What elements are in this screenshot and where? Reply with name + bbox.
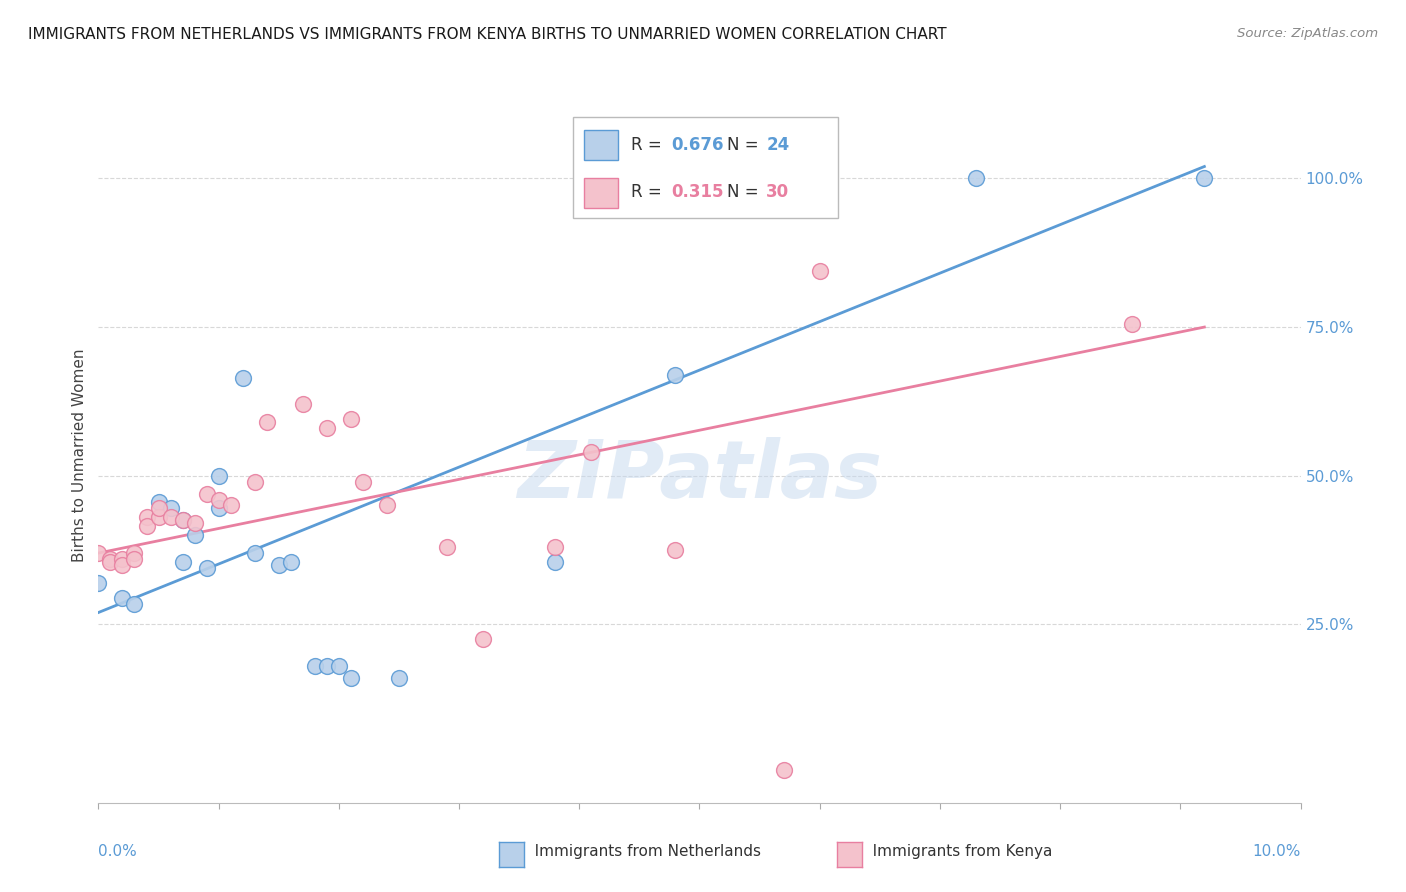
Point xyxy=(219,499,242,513)
Point xyxy=(304,659,326,673)
Point xyxy=(135,510,157,524)
Point xyxy=(148,495,170,509)
Point xyxy=(375,499,398,513)
Point xyxy=(111,552,134,566)
Point xyxy=(100,555,122,569)
Point xyxy=(159,510,181,524)
Point xyxy=(544,555,567,569)
Point xyxy=(1194,171,1216,186)
Point xyxy=(124,546,146,560)
Point xyxy=(340,671,363,685)
Point xyxy=(581,445,603,459)
Point xyxy=(243,475,266,489)
Text: IMMIGRANTS FROM NETHERLANDS VS IMMIGRANTS FROM KENYA BIRTHS TO UNMARRIED WOMEN C: IMMIGRANTS FROM NETHERLANDS VS IMMIGRANT… xyxy=(28,27,946,42)
Point xyxy=(965,171,987,186)
Point xyxy=(472,632,495,647)
Point xyxy=(172,513,194,527)
Point xyxy=(328,659,350,673)
Point xyxy=(208,492,231,507)
Point xyxy=(195,486,218,500)
Point xyxy=(172,555,194,569)
Point xyxy=(232,370,254,384)
Point xyxy=(388,671,411,685)
Point xyxy=(291,397,314,411)
Point xyxy=(280,555,302,569)
Point xyxy=(183,528,205,542)
Point xyxy=(208,501,231,516)
Point xyxy=(1121,317,1143,331)
Point xyxy=(148,510,170,524)
Point xyxy=(352,475,374,489)
Point xyxy=(544,540,567,554)
Point xyxy=(111,591,134,605)
Text: 10.0%: 10.0% xyxy=(1253,845,1301,859)
Text: ZIPatlas: ZIPatlas xyxy=(517,437,882,515)
Point xyxy=(124,597,146,611)
Point xyxy=(808,171,831,186)
Point xyxy=(183,516,205,531)
Point xyxy=(87,575,110,590)
Point xyxy=(256,415,278,429)
Text: 0.0%: 0.0% xyxy=(98,845,138,859)
Point xyxy=(315,421,337,435)
Point xyxy=(772,763,794,777)
Point xyxy=(808,263,831,277)
Point xyxy=(436,540,458,554)
Point xyxy=(267,558,290,572)
Text: Immigrants from Kenya: Immigrants from Kenya xyxy=(858,845,1052,859)
Point xyxy=(124,552,146,566)
Point xyxy=(148,501,170,516)
Text: Source: ZipAtlas.com: Source: ZipAtlas.com xyxy=(1237,27,1378,40)
Point xyxy=(111,558,134,572)
Point xyxy=(135,519,157,533)
Point xyxy=(808,171,831,186)
Point xyxy=(315,659,337,673)
Text: Immigrants from Netherlands: Immigrants from Netherlands xyxy=(520,845,761,859)
Point xyxy=(195,561,218,575)
Point xyxy=(159,501,181,516)
Point xyxy=(100,552,122,566)
Point xyxy=(340,412,363,426)
Point xyxy=(808,171,831,186)
Point xyxy=(208,468,231,483)
Point xyxy=(87,546,110,560)
Y-axis label: Births to Unmarried Women: Births to Unmarried Women xyxy=(72,348,87,562)
Point xyxy=(664,543,686,558)
Point xyxy=(243,546,266,560)
Point xyxy=(664,368,686,382)
Point xyxy=(172,513,194,527)
